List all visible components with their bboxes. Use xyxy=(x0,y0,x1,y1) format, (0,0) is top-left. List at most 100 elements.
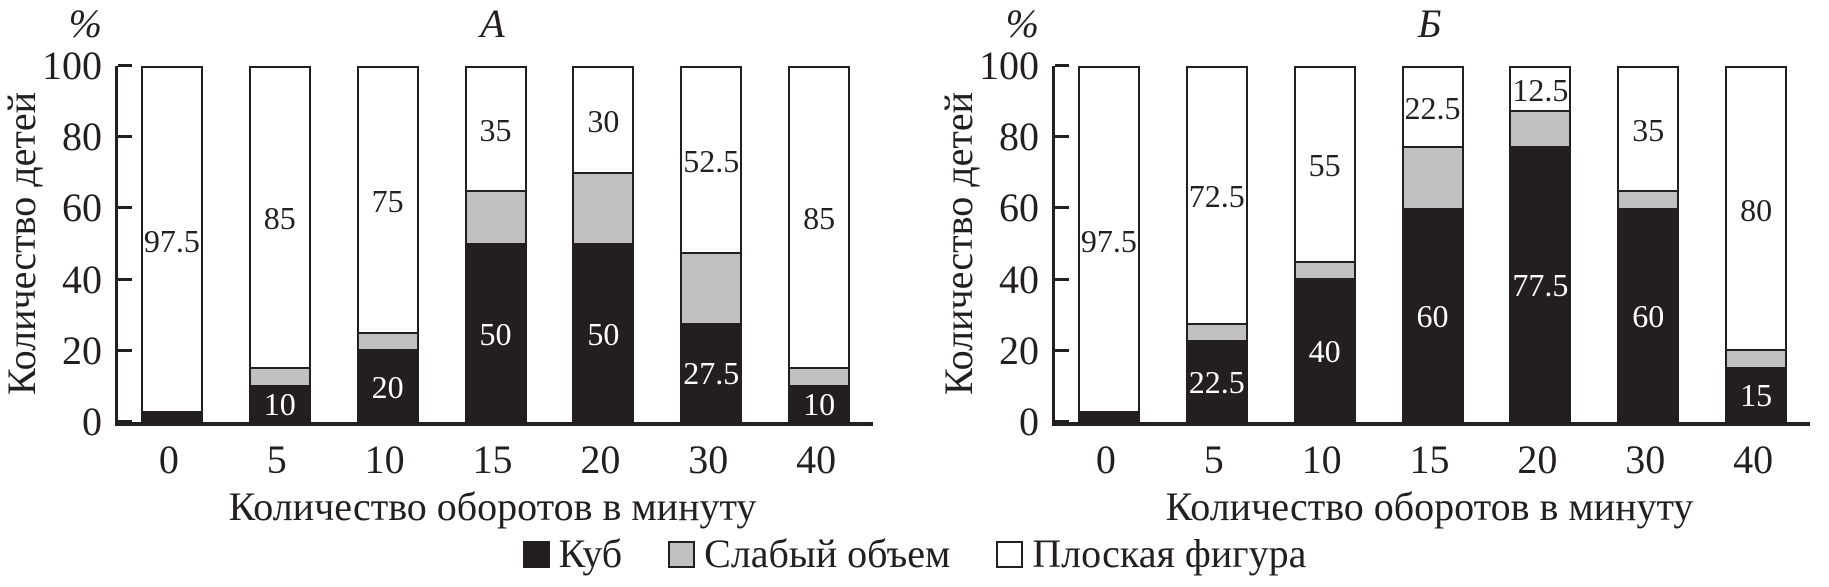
bar-segment-weak-volume xyxy=(466,191,525,245)
bar-segment-weak-volume xyxy=(790,368,849,387)
bar-slot: 77.5 12.5 xyxy=(1486,66,1594,422)
bar-slot: 97.5 xyxy=(1055,66,1163,422)
bar-segment-flat-figure xyxy=(466,68,525,192)
bar-segment-flat-figure xyxy=(358,68,417,334)
chart-title: А xyxy=(480,1,505,46)
y-tick-label: 100 xyxy=(42,43,102,88)
bar-segment-cube xyxy=(682,324,741,422)
segment-value-label: 27.5 xyxy=(683,355,740,392)
y-tick-label: 100 xyxy=(979,43,1039,88)
bar-slot: 50 30 xyxy=(549,66,657,422)
bars: 97.5 22.5 72.5 40 55 60 22.5 77.5 12.5 60 35 15 80 xyxy=(1055,66,1810,422)
segment-value-label: 85 xyxy=(263,200,296,237)
segment-value-label: 22.5 xyxy=(1188,364,1245,401)
bar-slot: 50 35 xyxy=(442,66,550,422)
x-tick-label: 5 xyxy=(1203,437,1224,482)
bar-segment-weak-volume xyxy=(250,368,309,387)
bar-segment-flat-figure xyxy=(1403,68,1462,148)
y-tick-label: 0 xyxy=(1019,399,1039,444)
bar-segment-cube xyxy=(1619,209,1678,422)
x-axis-label: Количество оборотов в минуту xyxy=(1165,484,1694,529)
y-tick-mark xyxy=(1055,206,1069,210)
segment-value-label: 12.5 xyxy=(1512,72,1569,109)
legend-swatch xyxy=(668,540,696,568)
bar-segment-cube xyxy=(1187,342,1246,422)
y-tick-mark xyxy=(1055,135,1069,139)
segment-value-label: 35 xyxy=(479,111,512,148)
x-tick-labels: 0 5 10 15 20 30 40 xyxy=(115,438,870,482)
bar-segment-flat-figure xyxy=(574,68,633,175)
segment-value-label: 72.5 xyxy=(1188,178,1245,215)
y-tick-label: 20 xyxy=(999,327,1039,373)
y-tick-label: 40 xyxy=(999,256,1039,302)
x-tick-label: 30 xyxy=(1625,437,1666,482)
bar-slot: 60 22.5 xyxy=(1379,66,1487,422)
bar-segment-cube xyxy=(1295,280,1354,422)
bar-segment-cube xyxy=(466,245,525,422)
y-tick-label: 20 xyxy=(62,327,102,373)
bar-segment-flat-figure xyxy=(1619,68,1678,192)
segment-value-label: 10 xyxy=(263,386,296,423)
segment-value-label: 50 xyxy=(587,315,620,352)
segment-value-label: 55 xyxy=(1308,147,1341,184)
bar-segment-flat-figure xyxy=(682,68,741,254)
legend-label: Слабый объем xyxy=(704,531,951,576)
y-tick-labels: 0 20 40 60 80 100 xyxy=(965,44,1039,444)
legend-swatch xyxy=(996,540,1024,568)
bar-segment-flat-figure xyxy=(1511,68,1570,113)
bar-segment-cube xyxy=(1511,147,1570,422)
bar-segment-cube xyxy=(1403,209,1462,422)
segment-value-label: 97.5 xyxy=(1080,222,1137,259)
segment-value-label: 60 xyxy=(1416,297,1449,334)
x-tick-label: 15 xyxy=(1409,437,1450,482)
x-tick-label: 0 xyxy=(158,437,179,482)
y-tick-label: 40 xyxy=(62,256,102,302)
bar-segment-weak-volume xyxy=(1187,324,1246,343)
y-tick-label: 60 xyxy=(62,185,102,231)
bar-segment-weak-volume xyxy=(358,333,417,352)
y-tick-mark xyxy=(1055,64,1069,67)
stacked-bar: 15 80 xyxy=(1725,66,1788,422)
x-tick-label: 40 xyxy=(796,437,837,482)
bar-slot: 10 85 xyxy=(226,66,334,422)
bar-segment-flat-figure xyxy=(790,68,849,369)
bar-segment-weak-volume xyxy=(1511,112,1570,148)
stacked-bar: 97.5 xyxy=(1077,66,1140,422)
bar-segment-cube xyxy=(358,351,417,422)
bar-segment-cube xyxy=(142,413,201,422)
y-tick-mark xyxy=(1055,420,1069,423)
segment-value-label: 52.5 xyxy=(683,142,740,179)
legend-item: Слабый объем xyxy=(668,534,950,574)
bar-segment-flat-figure xyxy=(250,68,309,369)
x-tick-label: 0 xyxy=(1095,437,1116,482)
stacked-bar: 50 35 xyxy=(464,66,527,422)
segment-value-label: 15 xyxy=(1740,377,1773,414)
x-tick-labels: 0 5 10 15 20 30 40 xyxy=(1052,438,1807,482)
x-tick-label: 30 xyxy=(688,437,729,482)
y-tick-label: 60 xyxy=(999,185,1039,231)
stacked-bar: 60 35 xyxy=(1617,66,1680,422)
bar-segment-weak-volume xyxy=(1295,262,1354,281)
bars: 97.5 10 85 20 75 50 35 50 30 27.5 52.5 10 85 xyxy=(118,66,873,422)
bar-slot: 10 85 xyxy=(765,66,873,422)
stacked-bar: 60 22.5 xyxy=(1401,66,1464,422)
stacked-bar: 77.5 12.5 xyxy=(1509,66,1572,422)
legend-item: Куб xyxy=(522,534,622,574)
bar-slot: 97.5 xyxy=(118,66,226,422)
bar-slot: 20 75 xyxy=(334,66,442,422)
stacked-bar: 10 85 xyxy=(248,66,311,423)
x-tick-label: 5 xyxy=(266,437,287,482)
bar-segment-cube xyxy=(1079,413,1138,422)
bar-segment-cube xyxy=(250,386,309,422)
stacked-bar: 10 85 xyxy=(788,66,851,422)
segment-value-label: 80 xyxy=(1740,191,1773,228)
plot-area: 97.5 22.5 72.5 40 55 60 22.5 77.5 12.5 60 35 15 80 xyxy=(1052,64,1810,426)
y-tick-label: 80 xyxy=(999,114,1039,160)
y-axis-unit: % xyxy=(68,1,102,46)
bar-segment-flat-figure xyxy=(142,68,201,414)
bar-segment-weak-volume xyxy=(682,253,741,325)
segment-value-label: 77.5 xyxy=(1512,266,1569,303)
x-axis-label: Количество оборотов в минуту xyxy=(228,484,757,529)
segment-value-label: 35 xyxy=(1632,111,1665,148)
x-tick-label: 20 xyxy=(580,437,621,482)
